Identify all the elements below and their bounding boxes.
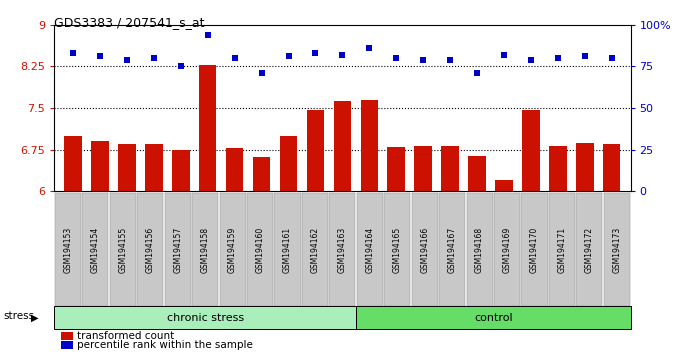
Point xyxy=(202,32,213,38)
Text: chronic stress: chronic stress xyxy=(167,313,243,323)
Text: GSM194170: GSM194170 xyxy=(530,227,539,273)
Text: GSM194167: GSM194167 xyxy=(447,227,457,273)
Bar xyxy=(226,148,243,191)
Point xyxy=(472,70,483,76)
Bar xyxy=(388,147,405,191)
Bar xyxy=(361,100,378,191)
Point xyxy=(498,52,509,58)
Bar xyxy=(64,136,82,191)
Bar xyxy=(522,110,540,191)
Text: GSM194164: GSM194164 xyxy=(365,227,374,273)
Text: GSM194157: GSM194157 xyxy=(174,227,182,273)
Text: GSM194169: GSM194169 xyxy=(502,227,511,273)
Bar xyxy=(172,150,190,191)
Bar xyxy=(468,156,486,191)
Point xyxy=(553,55,563,61)
Text: transformed count: transformed count xyxy=(77,331,174,341)
Point xyxy=(229,55,240,61)
Point xyxy=(391,55,401,61)
Text: GSM194165: GSM194165 xyxy=(393,227,402,273)
Text: GSM194171: GSM194171 xyxy=(557,227,566,273)
Point xyxy=(121,57,132,63)
Text: GDS3383 / 207541_s_at: GDS3383 / 207541_s_at xyxy=(54,16,205,29)
Text: GSM194153: GSM194153 xyxy=(64,227,73,273)
Text: GSM194154: GSM194154 xyxy=(91,227,100,273)
Text: GSM194159: GSM194159 xyxy=(228,227,237,273)
Bar xyxy=(334,101,351,191)
Point xyxy=(364,45,375,51)
Bar xyxy=(280,136,297,191)
Point xyxy=(579,53,590,59)
Point xyxy=(418,57,428,63)
Text: GSM194173: GSM194173 xyxy=(612,227,621,273)
Point xyxy=(445,57,456,63)
Bar xyxy=(414,146,432,191)
Text: percentile rank within the sample: percentile rank within the sample xyxy=(77,340,252,350)
Point xyxy=(256,70,267,76)
Text: GSM194161: GSM194161 xyxy=(283,227,292,273)
Text: GSM194168: GSM194168 xyxy=(475,227,484,273)
Bar xyxy=(253,157,271,191)
Bar xyxy=(576,143,593,191)
Text: GSM194166: GSM194166 xyxy=(420,227,429,273)
Point xyxy=(310,50,321,56)
Bar xyxy=(199,65,216,191)
Bar xyxy=(118,144,136,191)
Point xyxy=(68,50,79,56)
Text: GSM194155: GSM194155 xyxy=(119,227,127,273)
Point xyxy=(95,53,106,59)
Point xyxy=(525,57,536,63)
Text: GSM194156: GSM194156 xyxy=(146,227,155,273)
Bar xyxy=(306,110,324,191)
Text: GSM194172: GSM194172 xyxy=(585,227,594,273)
Bar xyxy=(495,180,513,191)
Text: GSM194163: GSM194163 xyxy=(338,227,347,273)
Bar xyxy=(603,144,620,191)
Text: control: control xyxy=(474,313,513,323)
Point xyxy=(283,53,294,59)
Text: stress: stress xyxy=(3,311,35,321)
Point xyxy=(606,55,617,61)
Bar xyxy=(549,146,567,191)
Text: GSM194158: GSM194158 xyxy=(201,227,210,273)
Point xyxy=(148,55,159,61)
Bar xyxy=(92,141,108,191)
Point xyxy=(337,52,348,58)
Text: GSM194162: GSM194162 xyxy=(311,227,319,273)
Text: ▶: ▶ xyxy=(31,313,39,323)
Bar xyxy=(441,146,459,191)
Point xyxy=(176,63,186,69)
Text: GSM194160: GSM194160 xyxy=(256,227,264,273)
Bar xyxy=(145,144,163,191)
